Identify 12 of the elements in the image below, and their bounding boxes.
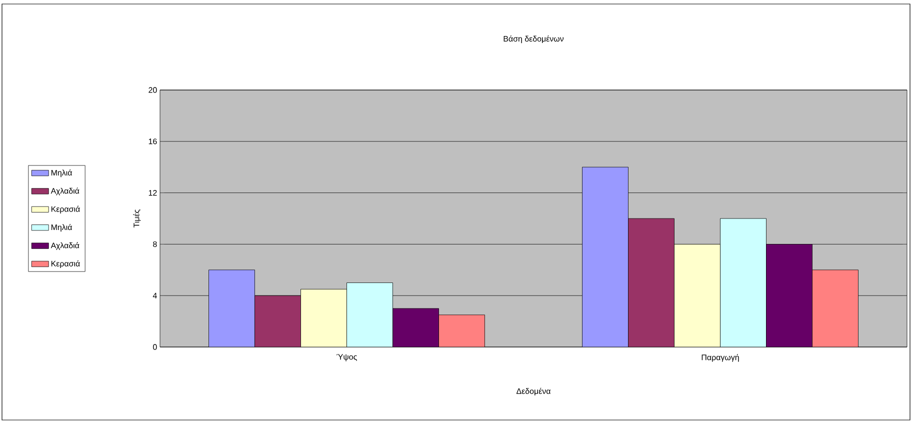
- bar: [766, 244, 812, 347]
- bar: [300, 288, 347, 347]
- bar: [392, 308, 439, 347]
- bar: [812, 270, 858, 347]
- bar: [674, 244, 720, 347]
- bar: [628, 218, 674, 347]
- bar: [254, 295, 301, 347]
- bar: [582, 166, 628, 347]
- bar: [720, 218, 766, 347]
- bar: [438, 314, 485, 347]
- bar: [208, 270, 255, 347]
- bar: [346, 282, 393, 347]
